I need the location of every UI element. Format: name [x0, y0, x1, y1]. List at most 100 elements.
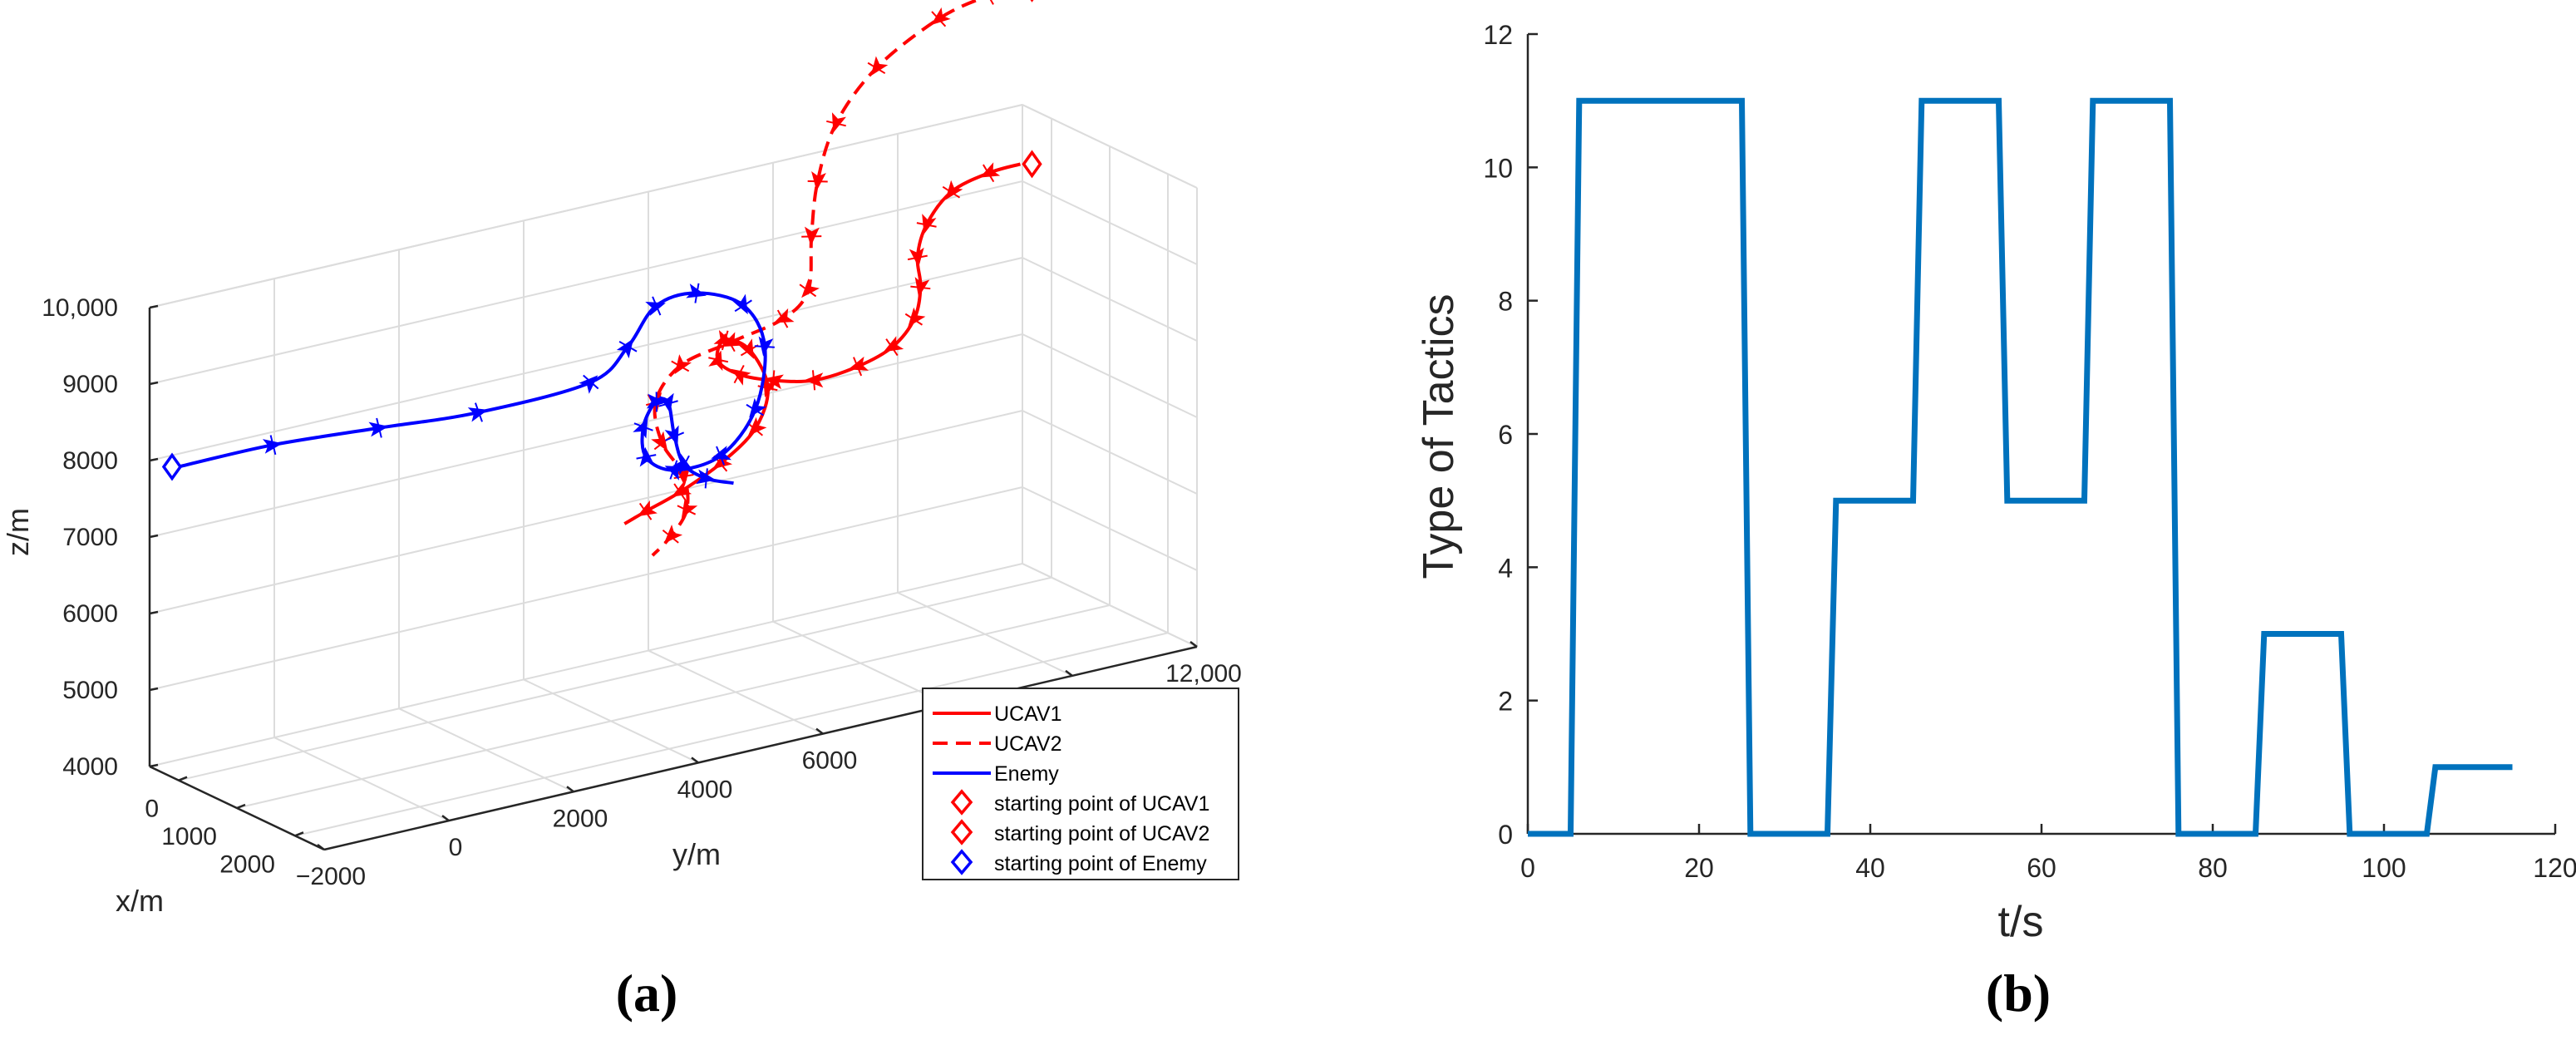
- panel-b-y-tick-label: 0: [1498, 820, 1513, 850]
- z-tick-label: 9000: [62, 371, 118, 398]
- grid-line: [149, 410, 1023, 614]
- panel-b-y-tick-label: 10: [1483, 153, 1513, 183]
- y-axis-line: [323, 645, 1198, 851]
- aircraft-glyph: [807, 170, 828, 191]
- aircraft-glyph: [671, 354, 692, 375]
- grid-line: [236, 604, 1111, 809]
- aircraft-glyph: [467, 402, 489, 422]
- aircraft-marker-ucav2: [773, 308, 795, 328]
- y-tick-label: −2000: [296, 863, 366, 890]
- start-point-marker: [161, 452, 183, 481]
- aircraft-glyph: [579, 374, 599, 394]
- aircraft-marker-enemy: [732, 293, 752, 315]
- y-tick-label: 6000: [802, 747, 858, 775]
- aircraft-marker-ucav1: [907, 247, 928, 268]
- aircraft-marker-ucav1: [804, 370, 824, 391]
- grid-line: [1022, 410, 1198, 495]
- aircraft-glyph: [867, 56, 889, 76]
- x-tick-mark: [236, 803, 246, 810]
- y-tick-mark: [815, 727, 824, 735]
- aircraft-glyph: [979, 0, 1001, 5]
- aircraft-glyph: [662, 524, 683, 544]
- aircraft-glyph: [804, 370, 824, 391]
- z-tick-label: 8000: [62, 447, 118, 475]
- legend-label: Enemy: [994, 762, 1059, 786]
- aircraft-marker-ucav1: [746, 416, 767, 436]
- box-edge: [149, 104, 1023, 308]
- aircraft-marker-ucav1: [848, 356, 869, 377]
- x-tick-label: 2000: [219, 850, 275, 878]
- aircraft-glyph: [708, 350, 729, 372]
- grid-line: [149, 486, 1023, 691]
- aircraft-glyph: [848, 356, 869, 377]
- aircraft-glyph: [262, 435, 283, 456]
- aircraft-marker-ucav1: [731, 364, 751, 386]
- aircraft-glyph: [721, 332, 741, 352]
- z-tick-mark: [149, 457, 159, 462]
- aircraft-marker-ucav1: [713, 329, 735, 351]
- aircraft-marker-ucav2: [799, 278, 820, 298]
- z-tick-label: 6000: [62, 600, 118, 628]
- aircraft-glyph: [664, 460, 686, 481]
- panel-a-trajectories: [161, 0, 1042, 557]
- z-tick-mark: [149, 763, 159, 768]
- panel-b-x-tick-label: 20: [1684, 853, 1714, 883]
- aircraft-glyph: [731, 364, 751, 386]
- aircraft-glyph: [916, 214, 937, 234]
- box-edge: [1022, 104, 1198, 189]
- aircraft-marker-enemy: [368, 417, 389, 438]
- grid-line: [149, 333, 1023, 538]
- grid-line: [1022, 257, 1198, 342]
- z-tick-label: 7000: [62, 524, 118, 551]
- aircraft-marker-ucav1: [942, 180, 963, 200]
- z-tick-mark: [149, 381, 159, 386]
- aircraft-marker-ucav1: [637, 500, 658, 520]
- aircraft-marker-ucav2: [662, 524, 683, 544]
- aircraft-glyph: [672, 453, 693, 474]
- legend-marker: [950, 819, 973, 845]
- aircraft-marker-ucav2: [867, 56, 889, 76]
- aircraft-glyph: [677, 498, 698, 519]
- legend-label: UCAV1: [994, 702, 1062, 726]
- aircraft-marker-ucav2: [721, 332, 741, 352]
- aircraft-glyph: [671, 481, 692, 501]
- aircraft-marker-ucav1: [671, 481, 692, 501]
- z-tick-mark: [149, 534, 159, 539]
- aircraft-marker-ucav2: [979, 0, 1001, 5]
- legend-marker: [950, 789, 973, 816]
- y-tick-mark: [566, 786, 574, 793]
- aircraft-glyph: [616, 338, 638, 359]
- panel-b-y-tick-label: 6: [1498, 420, 1513, 450]
- aircraft-marker-enemy: [672, 453, 693, 474]
- aircraft-marker-ucav1: [916, 214, 937, 234]
- y-axis-label: y/m: [672, 837, 721, 871]
- aircraft-marker-ucav2: [807, 170, 828, 191]
- aircraft-glyph: [746, 397, 767, 418]
- aircraft-glyph: [799, 278, 820, 298]
- panel-b-tactics-plot: 0 20 40 60 80 100 120 0 2 4 6 8 10 12 t/s Type of Tac…: [1415, 20, 2576, 1023]
- grid-line: [1022, 333, 1198, 418]
- aircraft-marker-ucav2: [671, 354, 692, 375]
- aircraft-glyph: [664, 425, 685, 446]
- z-tick-label: 10,000: [42, 294, 118, 322]
- aircraft-marker-enemy: [467, 402, 489, 422]
- aircraft-glyph: [711, 446, 731, 466]
- aircraft-glyph: [883, 336, 904, 357]
- aircraft-glyph: [826, 112, 846, 133]
- z-tick-mark: [149, 304, 159, 309]
- grid-line: [1022, 486, 1198, 571]
- aircraft-marker-enemy: [616, 338, 638, 359]
- aircraft-marker-ucav1: [904, 307, 926, 328]
- tactics-series-line: [1528, 97, 2513, 837]
- aircraft-marker-enemy: [696, 468, 717, 489]
- aircraft-glyph: [979, 162, 1001, 183]
- y-tick-label: 12,000: [1165, 660, 1242, 688]
- panel-b-x-tick-label: 0: [1520, 853, 1535, 883]
- aircraft-glyph: [368, 417, 389, 438]
- x-tick-label: 0: [145, 796, 159, 823]
- aircraft-marker-enemy: [664, 460, 686, 481]
- aircraft-glyph: [801, 226, 822, 247]
- panel-b-x-tick-label: 40: [1855, 853, 1885, 883]
- aircraft-glyph: [686, 283, 707, 303]
